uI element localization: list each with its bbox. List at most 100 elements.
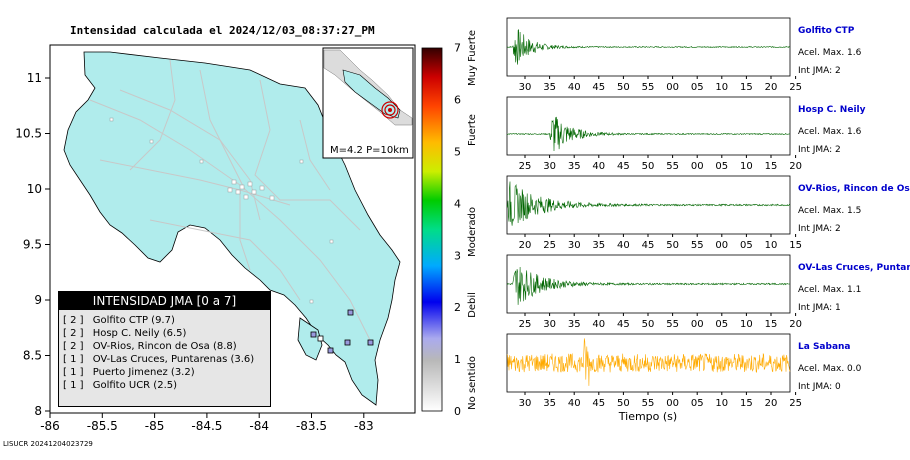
colorbar-tick-label: 0 [454, 405, 461, 418]
colorbar-tick-label: 2 [454, 301, 461, 314]
time-tick-label: 05 [715, 161, 728, 172]
time-tick-label: 00 [666, 82, 679, 93]
colorbar-tick-label: 5 [454, 146, 461, 159]
time-tick-label: 35 [543, 82, 556, 93]
legend-station: OV-Las Cruces, Puntarenas (3.6) [89, 354, 255, 365]
time-tick-label: 20 [765, 82, 778, 93]
time-tick-label: 15 [765, 161, 778, 172]
time-tick-label: 20 [789, 161, 802, 172]
colorbar-band-label: No sentido [467, 356, 478, 410]
time-tick-label: 15 [765, 319, 778, 330]
station-title: OV-Rios, Rincon de Os [798, 184, 910, 194]
time-tick-label: 40 [568, 398, 581, 409]
legend-level: [ 1 ] [63, 380, 84, 391]
time-tick-label: 30 [519, 398, 532, 409]
legend-level: [ 1 ] [63, 367, 84, 378]
colorbar-band-label: Fuerte [467, 114, 478, 146]
colorbar-band-label: Moderado [467, 207, 478, 257]
footer-stamp: LISUCR 20241204023729 [3, 440, 93, 448]
lat-axis: 11 10.5 10 9.5 9 8.5 8 [15, 71, 50, 418]
time-tick-label: 45 [617, 161, 630, 172]
time-tick-label: 35 [592, 240, 605, 251]
station-markers [310, 309, 374, 354]
inset-label: M=4.2 P=10km [330, 145, 409, 156]
colorbar-tick-label: 4 [454, 197, 461, 210]
time-tick-label: 15 [740, 82, 753, 93]
time-tick-label: 50 [642, 319, 655, 330]
legend-station: Golfito CTP (9.7) [89, 315, 175, 326]
time-tick-label: 45 [642, 240, 655, 251]
lat-tick-label: 10 [27, 182, 42, 196]
max-acceleration: Acel. Max. 1.5 [798, 206, 861, 216]
time-tick-label: 55 [642, 82, 655, 93]
legend-level: [ 1 ] [63, 354, 84, 365]
time-axis-label: Tiempo (s) [618, 410, 677, 423]
time-tick-label: 10 [715, 82, 728, 93]
lon-tick-label: -84.5 [191, 419, 222, 433]
time-tick-label: 10 [740, 161, 753, 172]
seismogram-panel: 30 35 40 45 50 55 00 05 10 15 20 25 Golfito CTP Acel.… [506, 17, 862, 93]
legend-item: [ 2 ] Hosp C. Neily (6.5) [59, 327, 270, 340]
colorbar-band-label: Debil [467, 292, 478, 318]
time-tick-label: 10 [715, 398, 728, 409]
inset-map [322, 47, 414, 159]
colorbar [421, 47, 443, 412]
time-tick-label: 55 [666, 161, 679, 172]
time-tick-label: 25 [519, 161, 532, 172]
time-tick-label: 35 [543, 398, 556, 409]
time-tick-label: 40 [592, 161, 605, 172]
lat-tick-label: 8.5 [23, 349, 42, 363]
colorbar-labels: No sentido Debil Moderado Fuerte Muy Fuerte [467, 30, 478, 410]
time-tick-label: 50 [666, 240, 679, 251]
seismogram-panel: 30 35 40 45 50 55 00 05 10 15 20 25 La Sabana Acel. M… [506, 333, 862, 423]
colorbar-tick-label: 7 [454, 42, 461, 55]
time-tick-label: 55 [642, 398, 655, 409]
time-tick-label: 25 [789, 82, 802, 93]
legend-level: [ 2 ] [63, 341, 84, 352]
jma-intensity: Int JMA: 0 [798, 382, 841, 392]
osa-peninsula [297, 317, 323, 361]
time-tick-label: 05 [691, 398, 704, 409]
time-tick-label: 20 [765, 398, 778, 409]
waveform-trace [506, 181, 791, 226]
legend-title: INTENSIDAD JMA [0 a 7] [59, 292, 270, 310]
seismogram-panel: 25 30 35 40 45 50 55 00 05 10 15 20 OV-Las Cruces, P… [506, 254, 910, 330]
legend-station: Hosp C. Neily (6.5) [89, 328, 187, 339]
colorbar-tick-label: 3 [454, 249, 461, 262]
jma-intensity: Int JMA: 2 [798, 145, 841, 155]
time-tick-label: 15 [789, 240, 802, 251]
legend-level: [ 2 ] [63, 328, 84, 339]
legend-list: [ 2 ] Golfito CTP (9.7)[ 2 ] Hosp C. Nei… [59, 310, 270, 392]
intensity-legend: INTENSIDAD JMA [0 a 7] [ 2 ] Golfito CTP… [58, 291, 271, 407]
time-tick-label: 40 [568, 82, 581, 93]
time-tick-label: 45 [617, 319, 630, 330]
max-acceleration: Acel. Max. 0.0 [798, 364, 862, 374]
time-tick-label: 20 [519, 240, 532, 251]
max-acceleration: Acel. Max. 1.6 [798, 127, 862, 137]
time-tick-label: 25 [543, 240, 556, 251]
time-tick-label: 35 [568, 161, 581, 172]
time-tick-label: 15 [740, 398, 753, 409]
time-tick-label: 10 [740, 319, 753, 330]
lat-tick-label: 9.5 [23, 238, 42, 252]
time-tick-label: 40 [592, 319, 605, 330]
time-tick-label: 20 [789, 319, 802, 330]
seismogram-panel: 20 25 30 35 40 45 50 55 00 05 10 15 OV-Rios, Rincon … [506, 175, 910, 251]
station-title: Golfito CTP [798, 26, 855, 36]
legend-item: [ 1 ] Puerto Jimenez (3.2) [59, 366, 270, 379]
time-tick-label: 50 [617, 398, 630, 409]
legend-item: [ 2 ] OV-Rios, Rincon de Osa (8.8) [59, 340, 270, 353]
station-title: Hosp C. Neily [798, 105, 866, 115]
legend-level: [ 2 ] [63, 315, 84, 326]
station-title: La Sabana [798, 342, 851, 352]
legend-item: [ 2 ] Golfito CTP (9.7) [59, 314, 270, 327]
time-tick-label: 55 [666, 319, 679, 330]
waveform-trace [507, 266, 791, 305]
legend-station: Puerto Jimenez (3.2) [89, 367, 195, 378]
time-tick-label: 40 [617, 240, 630, 251]
time-tick-label: 30 [543, 319, 556, 330]
time-tick-label: 25 [519, 319, 532, 330]
waveform-trace [506, 116, 791, 152]
town-markers [109, 117, 334, 304]
